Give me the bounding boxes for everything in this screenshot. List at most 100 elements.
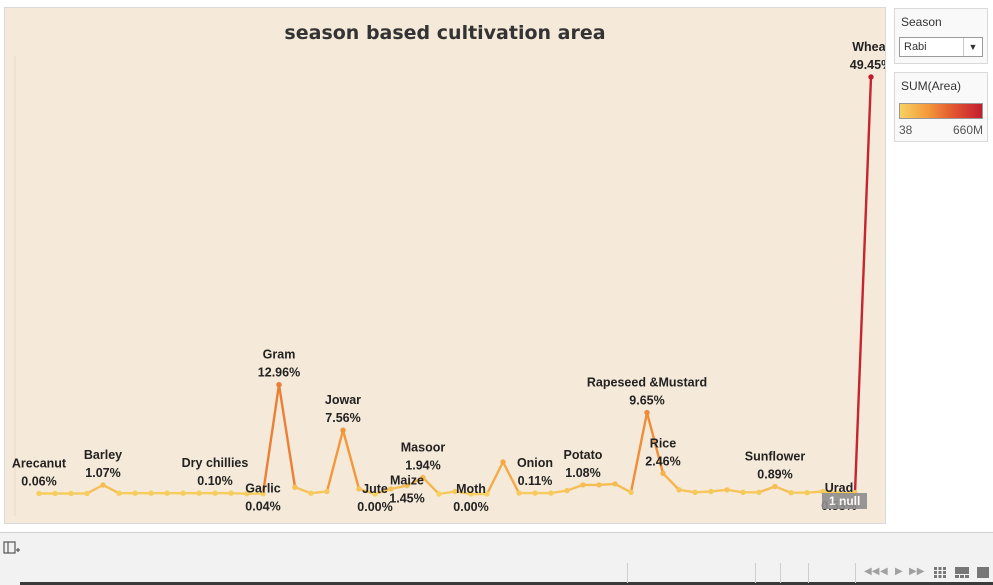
data-point[interactable] [132, 490, 138, 496]
line-segment [613, 482, 633, 494]
data-point[interactable] [420, 474, 426, 481]
data-point[interactable] [708, 488, 714, 495]
new-sheet-icon[interactable] [3, 540, 21, 556]
data-point[interactable] [532, 490, 538, 496]
data-point[interactable] [84, 490, 90, 497]
color-legend: SUM(Area) 38 660M [894, 72, 988, 142]
null-indicator[interactable]: 1 null [822, 493, 868, 509]
data-point[interactable] [116, 490, 122, 496]
chart-panel: season based cultivation area Arecanut 0.… [4, 7, 886, 524]
data-label-name: Garlic [245, 482, 280, 496]
data-label-name: Jute [362, 482, 388, 496]
data-label-value: 2.46% [645, 454, 680, 468]
data-point[interactable] [516, 490, 522, 496]
data-point[interactable] [196, 490, 202, 496]
data-point[interactable] [388, 486, 394, 492]
line-segment [645, 411, 665, 475]
line-segment [629, 411, 649, 494]
data-label-value: 7.56% [325, 411, 360, 425]
data-point[interactable] [468, 491, 474, 497]
previous-sheet-icon[interactable]: ◀ [880, 566, 888, 577]
data-point[interactable] [68, 490, 74, 497]
data-point[interactable] [100, 482, 106, 488]
data-point[interactable] [148, 490, 154, 496]
data-label-value: 0.89% [757, 468, 792, 482]
legend-range: 38 660M [899, 123, 983, 137]
data-point[interactable] [756, 489, 762, 495]
data-point[interactable] [356, 486, 362, 492]
data-point[interactable] [52, 490, 58, 497]
data-point[interactable] [452, 488, 458, 495]
data-point[interactable] [276, 382, 282, 388]
data-label-name: Jowar [325, 393, 361, 407]
data-point[interactable] [244, 491, 250, 497]
data-point[interactable] [324, 488, 330, 495]
data-point[interactable] [180, 490, 186, 496]
line-segment [373, 487, 393, 496]
next-sheet-icon[interactable]: ▶ [895, 566, 903, 577]
line-chart[interactable]: Arecanut 0.06% Barley 1.07% Dry chillies 0.10… [5, 8, 885, 523]
data-point[interactable] [164, 490, 170, 496]
tabs-view-icon[interactable] [977, 567, 989, 578]
data-point[interactable] [548, 490, 554, 496]
last-sheet-icon[interactable]: ▶▶ [909, 566, 925, 577]
data-label-value: 49.45% [850, 58, 885, 72]
data-point[interactable] [308, 490, 314, 496]
data-label-name: Wheat [852, 40, 885, 54]
filmstrip-icon[interactable] [955, 567, 969, 578]
legend-title: SUM(Area) [901, 79, 962, 93]
data-point[interactable] [564, 487, 570, 494]
legend-max-label: 660M [952, 123, 983, 137]
data-label-name: Urad [825, 481, 853, 495]
data-label-name: Gram [263, 348, 296, 362]
data-point[interactable] [676, 487, 682, 493]
data-label-name: Barley [84, 448, 122, 462]
data-point[interactable] [644, 409, 650, 416]
data-point[interactable] [772, 483, 778, 490]
line-segment [661, 472, 681, 491]
line-segment [101, 483, 121, 495]
data-point[interactable] [692, 489, 698, 495]
season-dropdown-value: Rabi [904, 41, 927, 53]
data-label-name: Masoor [401, 441, 446, 455]
data-point[interactable] [612, 481, 618, 487]
data-point[interactable] [36, 490, 42, 497]
data-point[interactable] [724, 487, 730, 493]
status-divider [855, 563, 856, 583]
data-point[interactable] [804, 490, 810, 496]
data-point[interactable] [292, 484, 298, 490]
line-segment [501, 460, 521, 495]
data-point[interactable] [820, 488, 826, 495]
caret-down-icon[interactable]: ▼ [963, 38, 982, 56]
data-point[interactable] [628, 489, 634, 495]
data-label-value: 12.96% [258, 366, 300, 380]
data-point[interactable] [228, 490, 234, 496]
data-label-value: 1.08% [565, 466, 600, 480]
data-label-name: Rice [650, 436, 676, 450]
data-point[interactable] [484, 491, 490, 497]
data-label-name: Potato [564, 448, 603, 462]
data-label-value: 0.00% [453, 500, 488, 514]
data-point[interactable] [660, 470, 666, 476]
data-point[interactable] [372, 491, 378, 497]
data-point[interactable] [596, 482, 602, 488]
legend-min-label: 38 [899, 123, 913, 137]
line-segment [757, 485, 777, 494]
line-segment [389, 484, 409, 491]
legend-gradient [899, 103, 983, 119]
data-point[interactable] [580, 482, 586, 488]
data-point[interactable] [404, 482, 410, 489]
data-point[interactable] [788, 490, 794, 496]
data-point[interactable] [436, 491, 442, 497]
data-point[interactable] [740, 489, 746, 495]
data-point[interactable] [260, 491, 266, 497]
data-point[interactable] [500, 459, 506, 465]
sheet-sorter-icon[interactable] [934, 567, 946, 578]
season-dropdown[interactable]: Rabi ▼ [899, 37, 983, 57]
data-point[interactable] [340, 427, 346, 433]
data-label-value: 0.06% [21, 475, 56, 489]
line-segment [421, 476, 441, 496]
data-point[interactable] [212, 490, 218, 496]
first-sheet-icon[interactable]: ◀◀ [864, 566, 880, 577]
data-point[interactable] [868, 74, 874, 80]
